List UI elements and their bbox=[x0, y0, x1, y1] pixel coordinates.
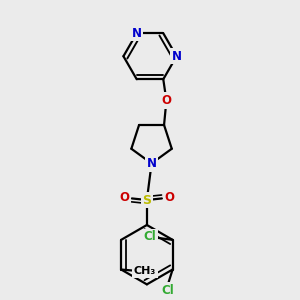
Text: Cl: Cl bbox=[144, 230, 157, 243]
Text: CH₃: CH₃ bbox=[134, 266, 156, 276]
Text: N: N bbox=[132, 27, 142, 40]
Text: O: O bbox=[161, 94, 171, 107]
Text: N: N bbox=[172, 50, 182, 63]
Text: Cl: Cl bbox=[161, 284, 174, 297]
Text: O: O bbox=[164, 191, 174, 204]
Text: O: O bbox=[119, 191, 129, 204]
Text: N: N bbox=[147, 157, 157, 170]
Text: S: S bbox=[142, 194, 152, 206]
